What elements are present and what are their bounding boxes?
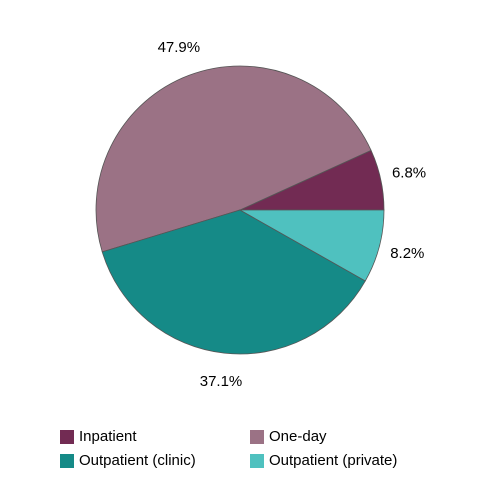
legend-label: Outpatient (private)	[269, 452, 397, 469]
legend-swatch	[60, 430, 74, 444]
pie-slice	[95, 65, 372, 253]
legend-label: Outpatient (clinic)	[79, 452, 196, 469]
pie-slice	[101, 209, 366, 355]
value-label: 6.8%	[392, 164, 426, 181]
legend-swatch	[250, 454, 264, 468]
legend-swatch	[60, 454, 74, 468]
legend-label: Inpatient	[79, 428, 137, 445]
legend-label: One-day	[269, 428, 327, 445]
pie-slice	[238, 209, 385, 282]
value-label: 47.9%	[158, 39, 201, 56]
value-label: 8.2%	[390, 245, 424, 262]
legend-swatch	[250, 430, 264, 444]
value-label: 37.1%	[200, 373, 243, 390]
